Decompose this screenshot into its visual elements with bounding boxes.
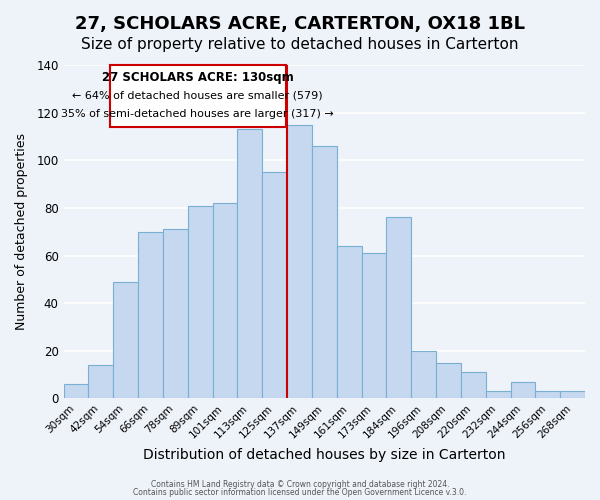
Bar bbox=[436, 362, 461, 398]
Bar bbox=[312, 146, 337, 399]
Bar bbox=[411, 351, 436, 399]
Bar bbox=[461, 372, 485, 398]
Bar bbox=[188, 206, 212, 398]
Text: 35% of semi-detached houses are larger (317) →: 35% of semi-detached houses are larger (… bbox=[61, 109, 334, 119]
Bar bbox=[287, 124, 312, 398]
Bar bbox=[485, 392, 511, 398]
Bar bbox=[212, 203, 238, 398]
Bar bbox=[113, 282, 138, 399]
Bar bbox=[88, 365, 113, 398]
Bar bbox=[337, 246, 362, 398]
Bar bbox=[386, 218, 411, 398]
Text: ← 64% of detached houses are smaller (579): ← 64% of detached houses are smaller (57… bbox=[73, 90, 323, 100]
Text: 27, SCHOLARS ACRE, CARTERTON, OX18 1BL: 27, SCHOLARS ACRE, CARTERTON, OX18 1BL bbox=[75, 15, 525, 33]
Text: Contains HM Land Registry data © Crown copyright and database right 2024.: Contains HM Land Registry data © Crown c… bbox=[151, 480, 449, 489]
Bar bbox=[163, 230, 188, 398]
Text: Size of property relative to detached houses in Carterton: Size of property relative to detached ho… bbox=[81, 38, 519, 52]
Bar bbox=[535, 392, 560, 398]
Bar bbox=[362, 253, 386, 398]
Text: Contains public sector information licensed under the Open Government Licence v.: Contains public sector information licen… bbox=[133, 488, 467, 497]
Bar bbox=[64, 384, 88, 398]
Bar bbox=[138, 232, 163, 398]
Bar bbox=[560, 392, 585, 398]
FancyBboxPatch shape bbox=[110, 65, 286, 127]
Bar bbox=[511, 382, 535, 398]
Text: 27 SCHOLARS ACRE: 130sqm: 27 SCHOLARS ACRE: 130sqm bbox=[102, 71, 293, 84]
X-axis label: Distribution of detached houses by size in Carterton: Distribution of detached houses by size … bbox=[143, 448, 506, 462]
Bar bbox=[238, 130, 262, 398]
Bar bbox=[262, 172, 287, 398]
Y-axis label: Number of detached properties: Number of detached properties bbox=[15, 133, 28, 330]
